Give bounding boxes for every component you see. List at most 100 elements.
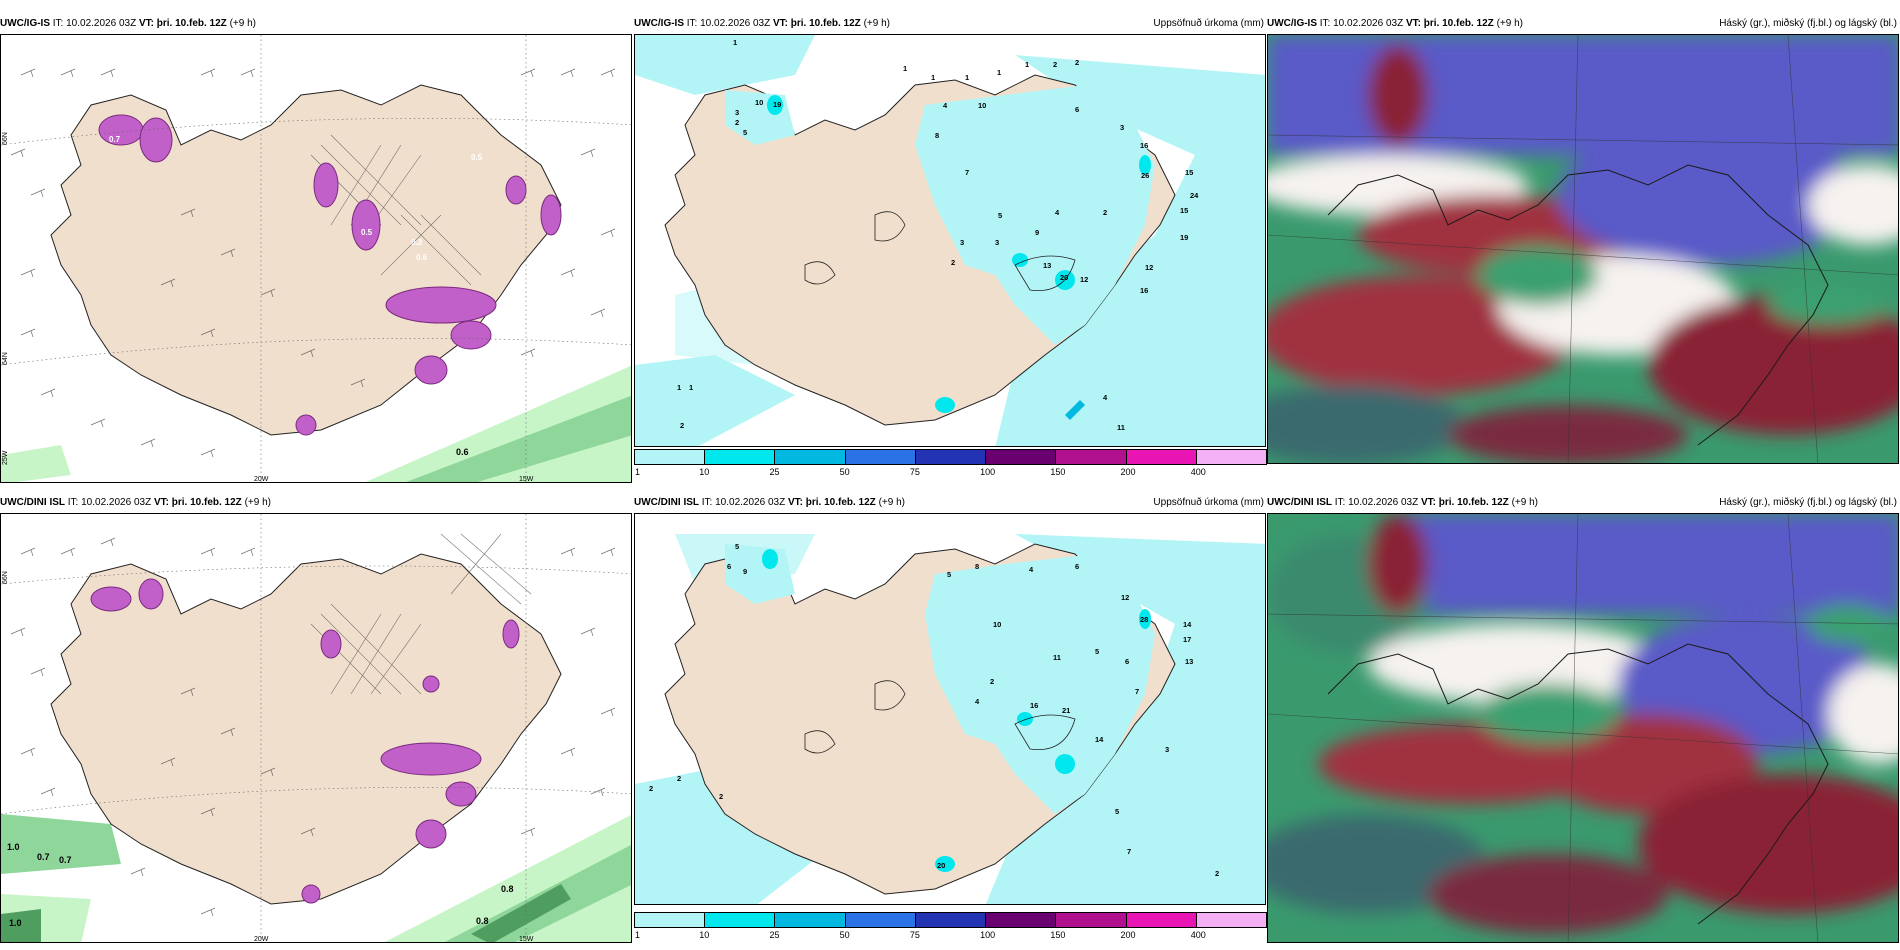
lead-time: (+9 h) bbox=[878, 497, 905, 508]
precip-colorbar-top: 1 10 25 50 75 100 150 200 400 bbox=[634, 449, 1267, 479]
valid-time: þri. 10.feb. 12Z bbox=[1423, 18, 1494, 29]
valid-time-label: VT: bbox=[1405, 18, 1421, 29]
precip-value: 4 bbox=[943, 101, 948, 110]
colorbar-tick-label: 1 bbox=[635, 467, 641, 477]
colorbar-tick-label: 200 bbox=[1120, 467, 1136, 477]
precip-value: 3 bbox=[1120, 123, 1124, 132]
colorbar-tick-label: 50 bbox=[839, 467, 850, 477]
colorbar-tick-label: 1 bbox=[635, 930, 641, 940]
panel-header: UWC/DINI ISL IT: 10.02.2026 03Z VT: þri.… bbox=[0, 494, 634, 512]
precip-value: 6 bbox=[727, 562, 731, 571]
lon-label-15w: 15W bbox=[519, 476, 534, 483]
map-title: Háský (gr.), miðský (fj.bl.) og lágský (… bbox=[1719, 497, 1897, 508]
precip-value: 16 bbox=[1030, 701, 1038, 710]
precip-value: 28 bbox=[1140, 615, 1148, 624]
colorbar-segment bbox=[634, 912, 706, 928]
colorbar-tick-label: 150 bbox=[1050, 930, 1066, 940]
wind-value-label: 1.0 bbox=[9, 918, 22, 928]
valid-time: þri. 10.feb. 12Z bbox=[171, 497, 242, 508]
precip-value: 16 bbox=[1140, 286, 1148, 295]
colorbar-tick-label: 100 bbox=[980, 467, 996, 477]
map-title: Uppsöfnuð úrkoma (mm) bbox=[1153, 497, 1264, 508]
lon-label-20w: 20W bbox=[254, 936, 269, 943]
cloud-map[interactable] bbox=[1267, 34, 1899, 464]
colorbar-segment bbox=[1055, 449, 1127, 465]
colorbar-tick-label: 200 bbox=[1120, 930, 1136, 940]
model-name: UWC/DINI ISL bbox=[0, 497, 65, 508]
precip-value: 4 bbox=[1103, 393, 1108, 402]
wind-map[interactable]: 66N 20W 15W 1.0 0.7 0.7 0.8 0.8 1.0 bbox=[0, 513, 632, 943]
precip-value: 5 bbox=[735, 542, 739, 551]
cloud-map[interactable] bbox=[1267, 513, 1899, 943]
panel-precip-top: UWC/IG-IS IT: 10.02.2026 03Z VT: þri. 10… bbox=[634, 15, 1267, 477]
precip-value: 5 bbox=[947, 570, 951, 579]
valid-time-label: VT: bbox=[787, 497, 803, 508]
valid-time-label: VT: bbox=[153, 497, 169, 508]
precip-value: 6 bbox=[1125, 657, 1129, 666]
lead-time: (+9 h) bbox=[1511, 497, 1538, 508]
precip-map-svg: 5 6 9 5 8 4 6 10 12 28 14 17 13 5 6 11 1… bbox=[635, 514, 1265, 904]
wind-value-label: 0.7 bbox=[37, 852, 50, 862]
wind-map[interactable]: 66N 64N 25W 20W 15W 0.6 0.7 0.5 0.3 0.5 … bbox=[0, 34, 632, 483]
precip-value: 8 bbox=[975, 562, 979, 571]
colorbar-tick-label: 400 bbox=[1190, 467, 1206, 477]
colorbar-tick-label: 400 bbox=[1190, 930, 1206, 940]
precip-value: 17 bbox=[1183, 635, 1191, 644]
colorbar-segment bbox=[1195, 449, 1267, 465]
precip-value: 2 bbox=[735, 118, 739, 127]
precip-value: 15 bbox=[1185, 168, 1193, 177]
model-name: UWC/IG-IS bbox=[1267, 18, 1317, 29]
precip-value: 4 bbox=[1029, 565, 1034, 574]
precip-value: 20 bbox=[937, 861, 945, 870]
panel-cloud-top: UWC/IG-IS IT: 10.02.2026 03Z VT: þri. 10… bbox=[1267, 15, 1900, 465]
model-name: UWC/IG-IS bbox=[634, 18, 684, 29]
wind-value-label: 0.7 bbox=[109, 135, 121, 144]
precip-value: 2 bbox=[649, 784, 653, 793]
precip-value: 19 bbox=[773, 100, 781, 109]
precip-map[interactable]: 1 10 19 2 5 3 1 1 1 1 1 2 2 4 10 6 8 3 1… bbox=[634, 34, 1266, 447]
precip-value: 6 bbox=[1075, 562, 1079, 571]
init-time: IT: 10.02.2026 03Z bbox=[1319, 18, 1404, 29]
precip-value: 10 bbox=[978, 101, 986, 110]
precip-value: 5 bbox=[743, 128, 747, 137]
precip-value: 5 bbox=[998, 211, 1002, 220]
precip-value: 10 bbox=[755, 98, 763, 107]
precip-value: 12 bbox=[1080, 275, 1088, 284]
precip-value: 3 bbox=[735, 108, 739, 117]
precip-value: 7 bbox=[1135, 687, 1139, 696]
colorbar-tick-label: 75 bbox=[909, 930, 920, 940]
model-name: UWC/IG-IS bbox=[0, 18, 50, 29]
precip-value: 1 bbox=[965, 73, 969, 82]
precip-value: 19 bbox=[1180, 233, 1188, 242]
precip-value: 10 bbox=[993, 620, 1001, 629]
precip-value: 5 bbox=[1095, 647, 1099, 656]
precip-value: 4 bbox=[1055, 208, 1060, 217]
wind-value-label: 0.7 bbox=[59, 855, 72, 865]
precip-value: 9 bbox=[1035, 228, 1039, 237]
map-title: Háský (gr.), miðský (fj.bl.) og lágský (… bbox=[1719, 18, 1897, 29]
precip-value: 2 bbox=[1053, 60, 1057, 69]
panel-header: UWC/DINI ISL IT: 10.02.2026 03Z VT: þri.… bbox=[1267, 494, 1900, 512]
lat-label-66n: 66N bbox=[2, 132, 9, 145]
precip-value: 11 bbox=[1117, 423, 1125, 432]
precip-value: 2 bbox=[680, 421, 684, 430]
colorbar-tick-label: 10 bbox=[699, 930, 710, 940]
precip-value: 7 bbox=[1127, 847, 1131, 856]
precip-value: 15 bbox=[1180, 206, 1188, 215]
precip-map[interactable]: 5 6 9 5 8 4 6 10 12 28 14 17 13 5 6 11 1… bbox=[634, 513, 1266, 905]
wind-value-label: 0.3 bbox=[411, 238, 423, 247]
colorbar-tick-label: 50 bbox=[839, 930, 850, 940]
colorbar-segment bbox=[914, 449, 987, 465]
precip-value: 1 bbox=[997, 68, 1001, 77]
colorbar-segment bbox=[985, 912, 1057, 928]
precip-value: 3 bbox=[1165, 745, 1169, 754]
precip-value: 8 bbox=[935, 131, 939, 140]
colorbar-tick-label: 100 bbox=[980, 930, 996, 940]
colorbar-segment bbox=[774, 449, 846, 465]
precip-value: 26 bbox=[1141, 171, 1149, 180]
precip-value: 2 bbox=[1215, 869, 1219, 878]
colorbar-segment bbox=[704, 912, 776, 928]
colorbar-segment bbox=[985, 449, 1057, 465]
lead-time: (+9 h) bbox=[229, 18, 256, 29]
cloud-map-svg bbox=[1268, 35, 1898, 463]
